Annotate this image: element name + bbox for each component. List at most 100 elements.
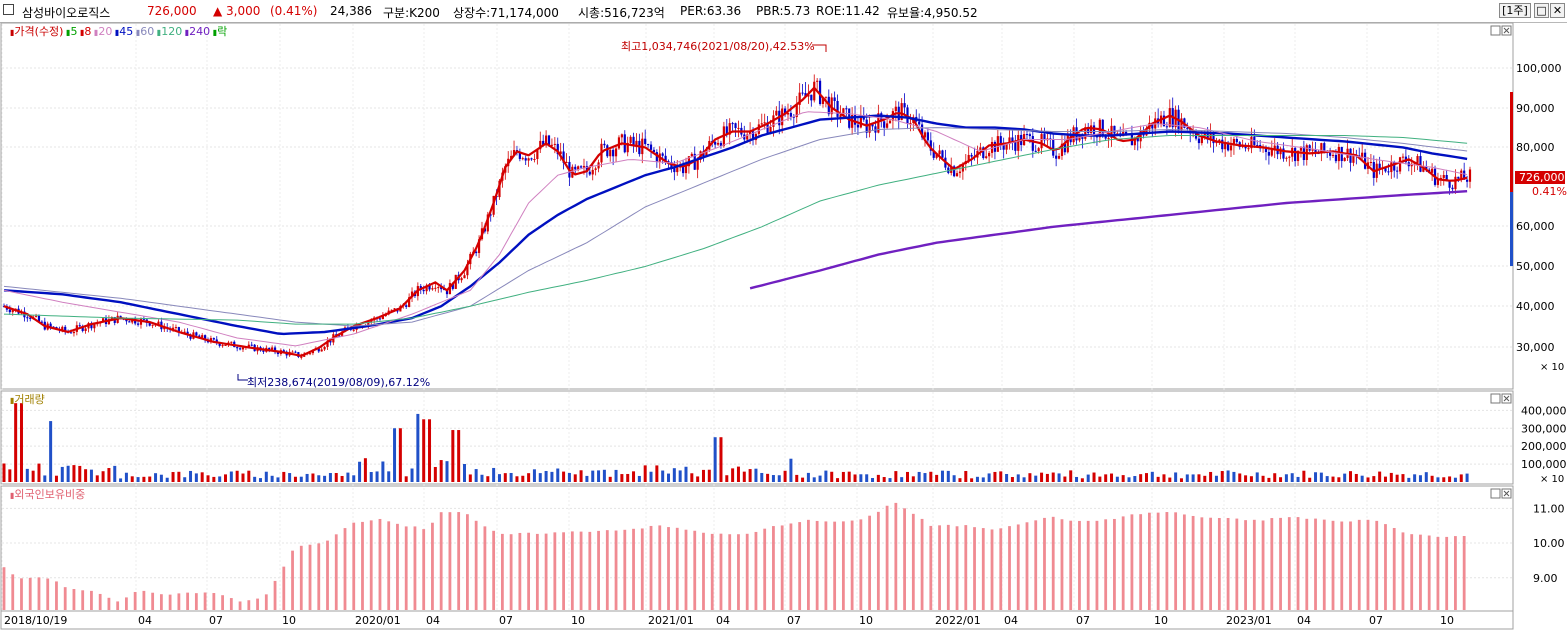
- price-change: ▲ 3,000: [213, 4, 261, 18]
- foreign-ratio-bar: [133, 591, 137, 610]
- stock-chart[interactable]: ▮가격(수정) ▮5 ▮8 ▮20 ▮45 ▮60 ▮120 ▮240 ▮락 ▮…: [0, 22, 1567, 630]
- candle-body: [1028, 134, 1032, 137]
- date-tick-label: 10: [282, 614, 296, 627]
- candle-body: [189, 334, 192, 339]
- candle-body: [393, 308, 396, 310]
- foreign-ratio-bar: [1148, 512, 1151, 610]
- foreign-ratio-bar: [1086, 520, 1090, 610]
- volume-bar: [1436, 477, 1440, 482]
- volume-bar: [801, 477, 805, 482]
- volume-bar: [60, 466, 64, 482]
- candle-body: [871, 123, 874, 127]
- volume-bar: [43, 475, 47, 482]
- price-axis-unit: × 10: [1540, 362, 1564, 373]
- foreign-ratio-bar: [404, 526, 408, 610]
- volume-bar: [1372, 476, 1376, 482]
- volume-bar: [1331, 476, 1335, 482]
- volume-bar: [1244, 475, 1248, 482]
- foreign-ratio-bar: [352, 522, 356, 610]
- volume-bar: [282, 471, 286, 482]
- candle-body: [1092, 125, 1096, 137]
- candle-body: [859, 114, 862, 128]
- candle-body: [1052, 139, 1055, 156]
- candle-body: [1436, 179, 1440, 185]
- foreign-ratio-bar: [518, 532, 522, 610]
- x-axis-frame: [0, 610, 1514, 630]
- candle-body: [1063, 143, 1066, 153]
- volume-bar: [1442, 477, 1446, 482]
- candle-body: [664, 155, 667, 162]
- foreign-ratio-bar: [815, 520, 819, 610]
- volume-bar: [183, 477, 187, 482]
- volume-bar: [1174, 472, 1178, 482]
- volume-panel-controls[interactable]: [1490, 393, 1512, 404]
- foreign-ratio-bar: [282, 566, 286, 610]
- volume-bar: [1337, 477, 1341, 482]
- candle-body: [1095, 136, 1099, 138]
- candle-body: [136, 323, 140, 325]
- candle-body: [533, 158, 536, 160]
- close-button[interactable]: ✕: [1550, 3, 1565, 18]
- foreign-ratio-bar: [1331, 520, 1335, 610]
- foreign-ratio-bar: [597, 530, 600, 610]
- foreign-ratio-bar: [396, 523, 399, 610]
- foreign-ratio-bar: [361, 521, 364, 610]
- foreign-ratio-bar: [1139, 514, 1143, 610]
- volume-bar: [1360, 475, 1364, 482]
- foreign-ratio-bar: [876, 511, 880, 610]
- volume-bar: [241, 473, 245, 482]
- candle-body: [612, 149, 615, 157]
- foreign-ratio-bar: [212, 593, 216, 610]
- foreign-ratio-bar: [125, 597, 128, 610]
- candle-body: [174, 327, 178, 329]
- select-checkbox[interactable]: [3, 4, 14, 15]
- candle-body: [460, 278, 463, 281]
- foreign-ratio-bar: [1016, 524, 1020, 610]
- foreign-ratio-bar: [1051, 516, 1055, 610]
- candle-body: [1311, 149, 1314, 151]
- foreign-ratio-bar: [142, 590, 146, 610]
- candle-body: [781, 108, 784, 126]
- candle-body: [562, 151, 565, 163]
- candle-body: [813, 81, 816, 101]
- foreign-ratio-bar: [483, 526, 487, 610]
- candle-body: [821, 97, 825, 105]
- candle-body: [816, 80, 819, 82]
- candle-body: [422, 289, 425, 292]
- candle-body: [1066, 135, 1069, 153]
- candle-body: [1285, 157, 1288, 159]
- foreign-ratio-bar: [1008, 526, 1011, 610]
- volume-bar: [177, 471, 181, 482]
- volume-bar: [789, 458, 793, 482]
- foreign-ratio-bar: [1410, 534, 1414, 610]
- price-panel-frame: [0, 22, 1514, 390]
- restore-button[interactable]: □: [1534, 3, 1549, 18]
- foreign-ratio-bar: [256, 598, 259, 610]
- volume-tick-label: 100,000: [1521, 458, 1567, 471]
- foreign-ratio-bar: [702, 532, 705, 610]
- volume-bar: [84, 469, 88, 482]
- volume-bar: [742, 471, 746, 482]
- candle-body: [1162, 115, 1166, 127]
- price-panel-controls[interactable]: [1490, 25, 1512, 36]
- volume-bar: [1267, 477, 1271, 482]
- volume-bar: [824, 470, 828, 482]
- candle-body: [923, 132, 927, 138]
- candle-body: [171, 327, 175, 330]
- foreign-ratio-bar: [422, 529, 426, 610]
- volume-bar: [1401, 474, 1405, 482]
- foreign-ratio-bar: [579, 531, 583, 610]
- volume-bar: [89, 469, 93, 482]
- volume-bar: [532, 469, 536, 482]
- candle-body: [489, 214, 492, 216]
- volume-bar: [387, 471, 391, 482]
- period-button[interactable]: [1주]: [1499, 3, 1531, 18]
- volume-bar: [206, 475, 210, 482]
- candle-body: [1101, 119, 1104, 136]
- volume-bar: [8, 469, 12, 482]
- candle-body: [1107, 137, 1110, 139]
- foreign-panel-controls[interactable]: [1490, 488, 1512, 499]
- last-price-tag-text: 726,000: [1519, 171, 1565, 184]
- foreign-ratio-bar: [903, 508, 906, 610]
- volume-bar: [404, 476, 408, 482]
